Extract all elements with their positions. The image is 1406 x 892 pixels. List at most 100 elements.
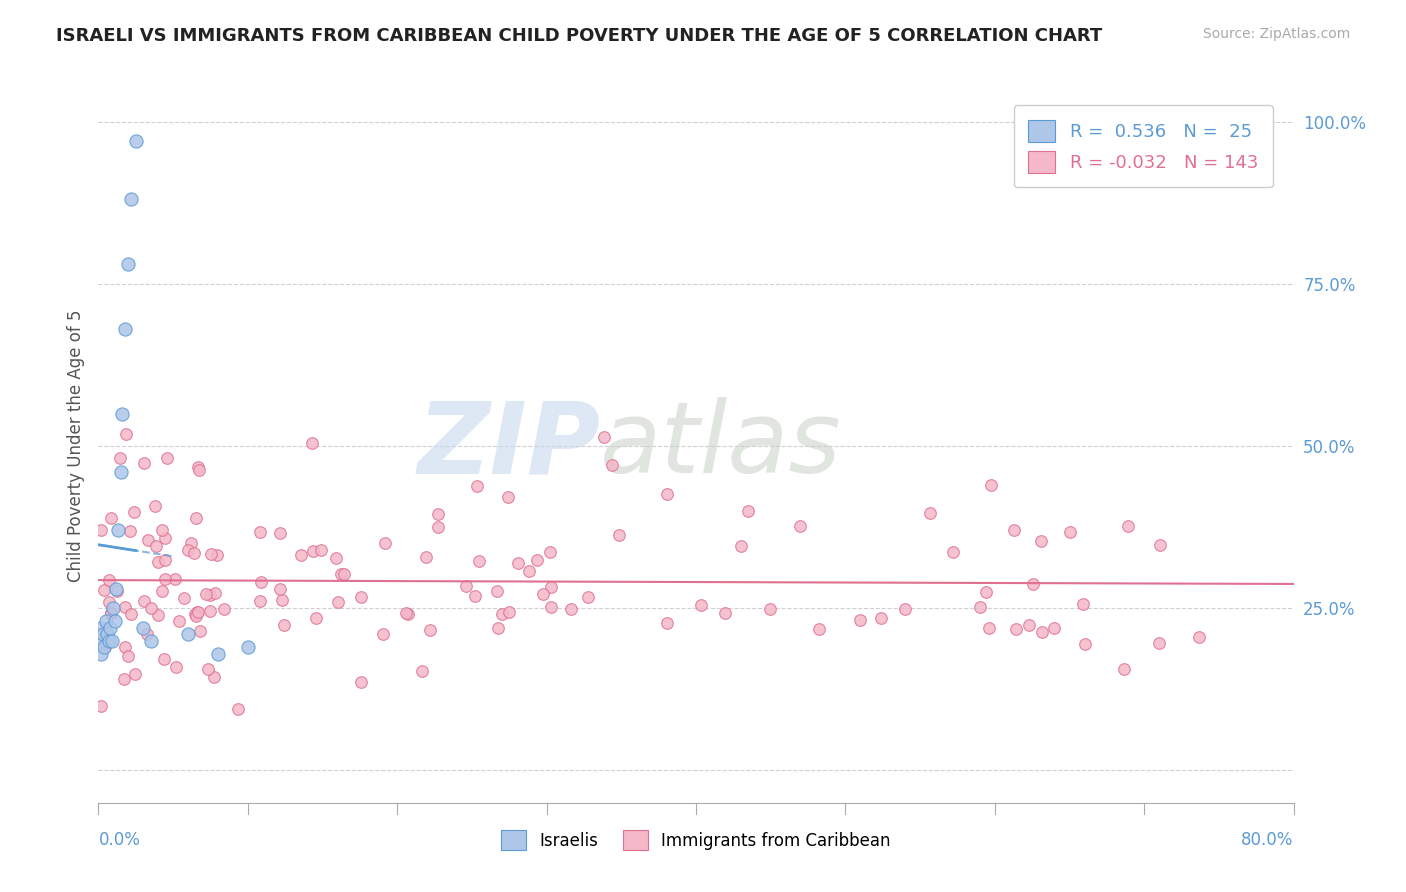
Point (250, 575, 273, 590)
Point (120, 193, 142, 207)
Point (104, 614, 127, 628)
Point (145, 539, 167, 553)
Point (110, 465, 132, 479)
Point (600, 458, 623, 472)
Point (153, 531, 176, 545)
Point (226, 702, 249, 716)
Point (98, 573, 121, 587)
Point (918, 506, 941, 520)
Point (153, 572, 176, 586)
Point (148, 555, 170, 569)
Point (197, 662, 219, 676)
Point (977, 621, 1000, 635)
Point (1005, 622, 1028, 636)
Point (184, 607, 207, 622)
Point (198, 604, 221, 618)
Point (468, 554, 491, 568)
Point (94, 640, 117, 654)
Point (1149, 538, 1171, 552)
Point (464, 589, 486, 603)
Point (167, 615, 190, 629)
Point (184, 511, 207, 525)
Point (105, 584, 128, 599)
Point (90, 699, 112, 714)
Point (100, 606, 122, 620)
Point (187, 605, 209, 619)
Point (517, 564, 540, 578)
Point (177, 627, 200, 641)
Point (531, 587, 554, 601)
Point (491, 607, 513, 621)
Point (540, 580, 562, 594)
Point (177, 543, 200, 558)
Point (89, 633, 111, 648)
Point (396, 607, 419, 622)
Point (657, 615, 679, 630)
Point (198, 588, 221, 602)
Point (496, 491, 519, 505)
Point (395, 606, 418, 620)
Point (465, 478, 488, 492)
Point (93, 583, 115, 598)
Point (969, 599, 991, 614)
Point (214, 602, 236, 616)
Point (273, 618, 295, 632)
Point (114, 599, 136, 614)
Point (1187, 630, 1209, 644)
Point (1018, 617, 1040, 632)
Point (350, 591, 373, 605)
Point (108, 451, 131, 466)
Point (1116, 519, 1139, 533)
Point (187, 460, 209, 475)
Text: 0.0%: 0.0% (98, 831, 141, 849)
Y-axis label: Child Poverty Under the Age of 5: Child Poverty Under the Age of 5 (66, 310, 84, 582)
Point (165, 572, 187, 586)
Point (91, 627, 114, 641)
Point (373, 627, 395, 641)
Point (153, 652, 176, 666)
Point (1043, 621, 1066, 635)
Point (114, 322, 136, 336)
Point (155, 553, 177, 567)
Point (124, 666, 146, 681)
Point (90, 621, 112, 635)
Point (1074, 637, 1097, 651)
Point (290, 548, 312, 562)
Point (103, 601, 125, 615)
Point (107, 524, 129, 538)
Point (101, 633, 124, 648)
Point (486, 621, 509, 635)
Point (173, 591, 195, 606)
Point (139, 633, 162, 648)
Point (419, 623, 441, 637)
Point (124, 505, 146, 519)
Point (737, 504, 759, 518)
Point (135, 627, 157, 641)
Point (112, 672, 135, 686)
Text: 80.0%: 80.0% (1241, 831, 1294, 849)
Point (869, 611, 891, 625)
Point (426, 520, 449, 534)
Point (125, 134, 148, 148)
Point (311, 543, 333, 558)
Point (200, 547, 222, 561)
Point (1059, 524, 1081, 539)
Point (759, 601, 782, 615)
Point (849, 613, 872, 627)
Point (1112, 663, 1135, 677)
Point (576, 590, 599, 604)
Point (730, 540, 752, 554)
Point (205, 548, 228, 562)
Point (114, 640, 136, 654)
Point (411, 664, 433, 678)
Point (139, 600, 162, 615)
Point (894, 602, 917, 616)
Point (655, 486, 678, 500)
Point (350, 675, 373, 690)
Point (485, 583, 508, 598)
Point (186, 605, 208, 619)
Point (301, 436, 323, 450)
Point (329, 566, 352, 581)
Point (714, 606, 737, 620)
Point (508, 556, 530, 570)
